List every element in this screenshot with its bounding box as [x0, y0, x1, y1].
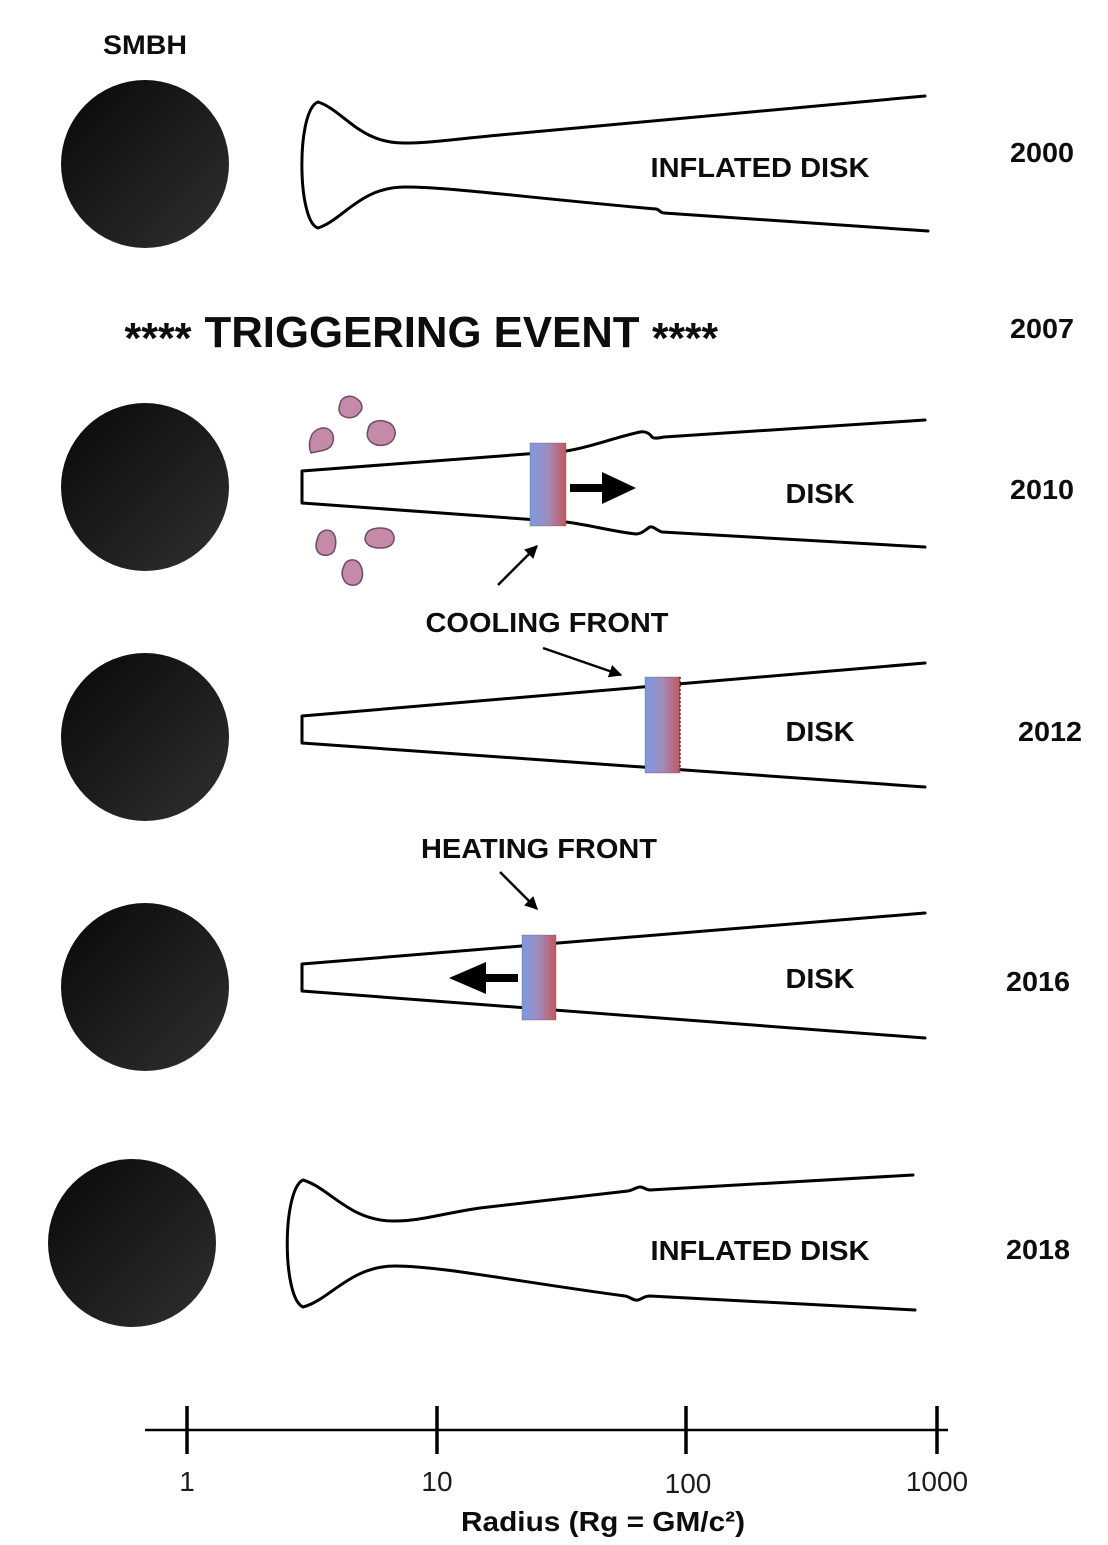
- disk-label: DISK: [786, 963, 855, 994]
- stage-2010: DISK 2010: [61, 395, 1074, 586]
- arrow-right-icon: [570, 472, 636, 504]
- gas-clump: [341, 559, 364, 586]
- black-hole: [61, 653, 229, 821]
- year-label: 2010: [1010, 474, 1074, 505]
- arrow-left-icon: [449, 962, 518, 994]
- year-label: 2012: [1018, 716, 1082, 747]
- black-hole: [61, 403, 229, 571]
- gas-clumps-outline: [308, 395, 396, 586]
- disk-outline: [300, 911, 927, 1040]
- inflated-disk-outline: [300, 94, 930, 233]
- pointer-arrow-cooling-front: [497, 545, 538, 586]
- black-hole: [61, 80, 229, 248]
- stage-2018: INFLATED DISK 2018: [48, 1159, 1070, 1327]
- year-label: 2018: [1006, 1234, 1070, 1265]
- pointer-arrow-cooling-front: [542, 646, 623, 678]
- radius-axis: 1 10 100 1000 Radius (Rg = GM/c²): [145, 1406, 968, 1537]
- year-label: 2000: [1010, 137, 1074, 168]
- gas-clump: [338, 395, 363, 419]
- black-hole: [48, 1159, 216, 1327]
- disk-label: INFLATED DISK: [651, 1235, 870, 1266]
- heating-front: [521, 934, 557, 1021]
- stage-2016: DISK 2016: [61, 903, 1070, 1071]
- year-label: 2007: [1010, 313, 1074, 344]
- trigger-stars-right: ****: [652, 314, 719, 363]
- black-hole: [61, 903, 229, 1071]
- gas-clump: [315, 529, 337, 556]
- cooling-front: [529, 442, 567, 527]
- disk-outline: [300, 661, 927, 789]
- disk-outline: [300, 418, 927, 549]
- gas-clump: [308, 427, 335, 454]
- pointer-arrow-heating-front: [499, 871, 538, 910]
- gas-clump: [364, 527, 395, 549]
- cooling-front: [644, 676, 681, 774]
- stage-2000: INFLATED DISK 2000: [61, 80, 1074, 248]
- heating-front-label: HEATING FRONT: [421, 833, 657, 864]
- axis-title: Radius (Rg = GM/c²): [461, 1506, 745, 1537]
- axis-tick-label: 1000: [906, 1466, 968, 1497]
- trigger-title: TRIGGERING EVENT: [205, 308, 640, 357]
- inflated-disk-outline: [285, 1173, 917, 1312]
- gas-clump: [366, 419, 396, 447]
- disk-label: DISK: [786, 478, 855, 509]
- stage-2012: DISK 2012: [61, 653, 1082, 821]
- axis-tick-label: 1: [179, 1466, 195, 1497]
- triggering-event: **** TRIGGERING EVENT **** 2007: [125, 308, 1075, 363]
- trigger-stars-left: ****: [125, 314, 193, 363]
- axis-tick-label: 100: [665, 1468, 712, 1499]
- smbh-label: SMBH: [103, 30, 187, 60]
- disk-label: INFLATED DISK: [651, 152, 870, 183]
- cooling-front-label: COOLING FRONT: [426, 607, 669, 638]
- disk-label: DISK: [786, 716, 855, 747]
- year-label: 2016: [1006, 966, 1070, 997]
- axis-tick-label: 10: [421, 1466, 452, 1497]
- gas-clumps: [308, 395, 396, 586]
